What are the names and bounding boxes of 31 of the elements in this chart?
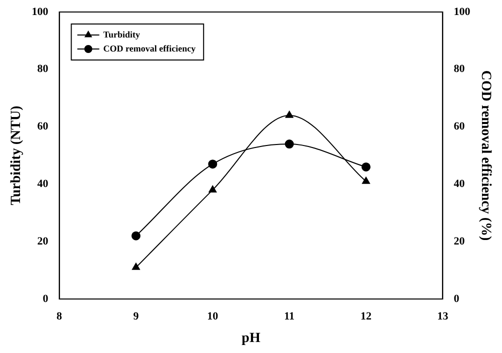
x-tick-label: 12 [360, 310, 372, 322]
point [284, 140, 294, 149]
point [208, 185, 217, 192]
y-axis-title: Turbidity (NTU) [9, 105, 24, 206]
y2-tick-label: 100 [454, 6, 471, 18]
y-tick-label: 100 [32, 6, 49, 18]
y-tick-label: 0 [42, 292, 49, 305]
point [208, 160, 218, 169]
point [285, 110, 294, 118]
legend-label: Turbidity [103, 29, 140, 40]
x-tick-label: 10 [207, 310, 219, 322]
point [131, 231, 140, 240]
y2-tick-label: 20 [454, 235, 466, 248]
x-axis-title: pH [242, 331, 260, 346]
y-tick-label: 80 [37, 63, 49, 76]
y-tick-label: 60 [37, 120, 49, 133]
point [132, 262, 140, 270]
point [362, 162, 371, 172]
y2-tick-label: 60 [454, 120, 466, 133]
y2-axis-title: COD removal efficiency (%) [478, 70, 493, 242]
legend-label: COD removal efficiency [103, 43, 196, 54]
x-tick-label: 9 [133, 310, 140, 322]
y2-tick-label: 0 [454, 292, 460, 305]
y2-tick-label: 80 [454, 63, 466, 76]
y-tick-label: 40 [37, 178, 49, 190]
x-tick-label: 13 [437, 310, 449, 322]
x-tick-label: 11 [284, 310, 295, 322]
x-tick-label: 8 [56, 310, 63, 322]
point [362, 176, 370, 184]
y-tick-label: 20 [37, 235, 49, 248]
y2-tick-label: 40 [454, 178, 466, 190]
